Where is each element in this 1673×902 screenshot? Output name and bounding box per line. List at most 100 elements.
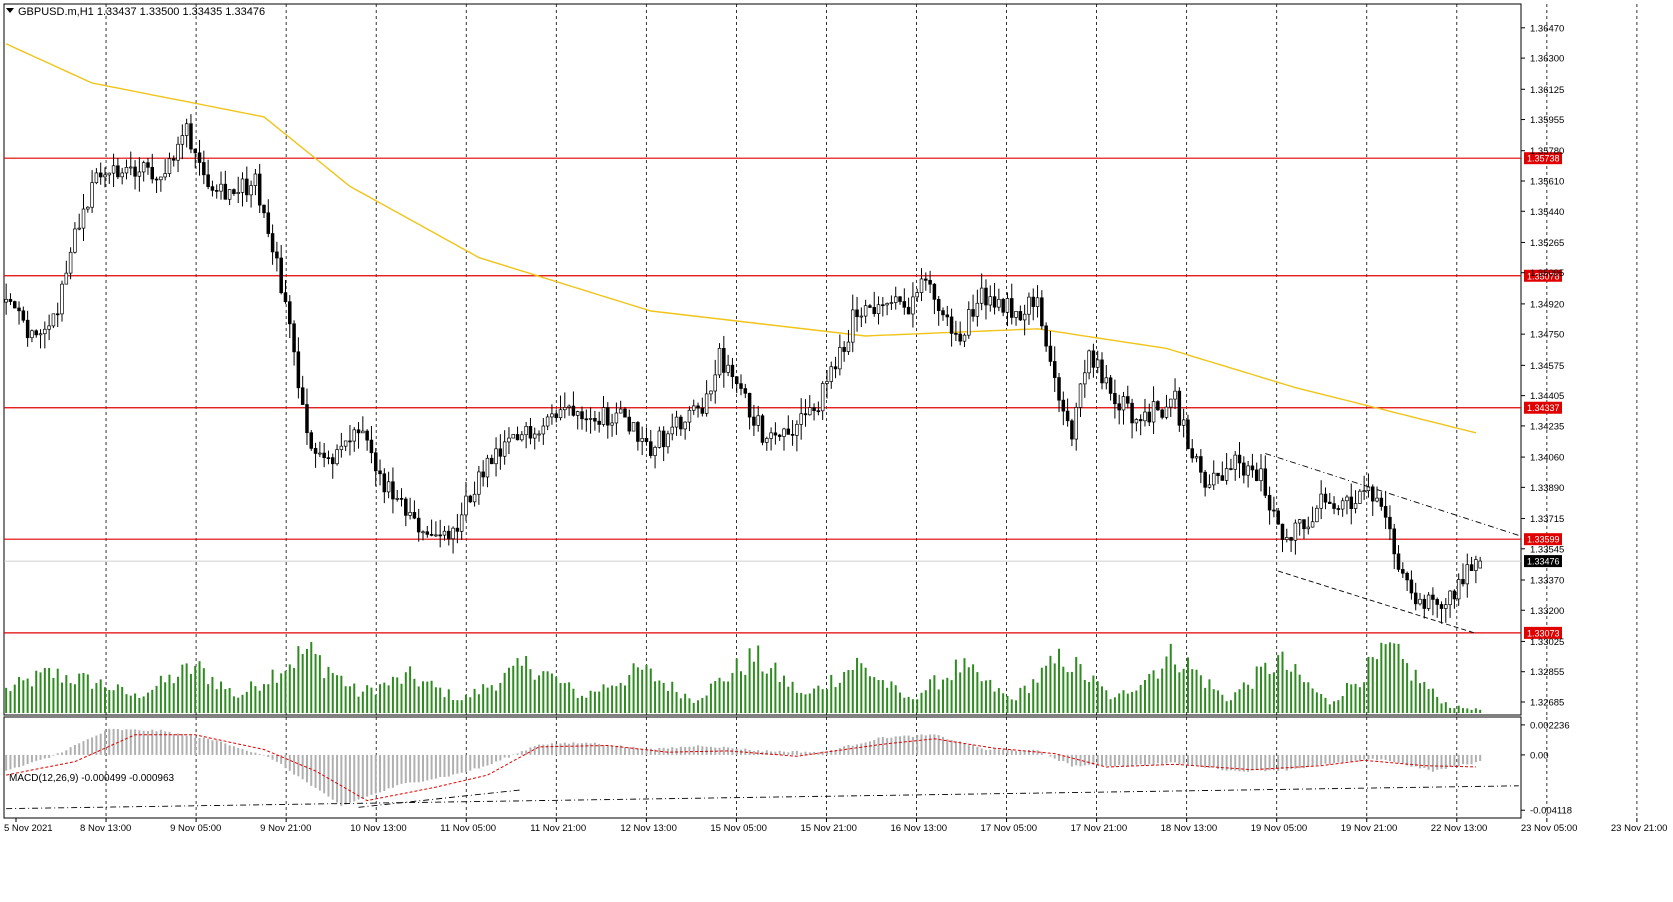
candle-body	[1469, 564, 1474, 571]
candle-body	[1285, 537, 1289, 540]
candle-body	[1181, 419, 1186, 426]
candle-body	[1246, 465, 1250, 476]
candle-body	[941, 310, 945, 316]
candle-body	[214, 190, 219, 192]
candle-body	[1276, 510, 1280, 525]
symbol-dropdown-icon[interactable]	[6, 8, 14, 13]
current-price-label: 1.33476	[1527, 557, 1560, 567]
candle-body	[47, 325, 51, 330]
candle-body	[498, 448, 503, 457]
candle-body	[868, 305, 872, 308]
candle-body	[1272, 509, 1276, 512]
candle-body	[1018, 311, 1023, 321]
candle-body	[575, 411, 580, 416]
level-tag	[1524, 269, 1562, 282]
candle-body	[528, 426, 533, 439]
candle-body	[885, 303, 889, 306]
candle-body	[322, 452, 326, 458]
candle-body	[902, 301, 907, 308]
candle-body	[206, 174, 210, 188]
candle-body	[967, 309, 971, 336]
price-tick-label: 1.32855	[1530, 667, 1564, 678]
candle-body	[1250, 465, 1255, 471]
candle-body	[1031, 296, 1035, 307]
candle-body	[872, 307, 876, 315]
candle-body	[257, 173, 262, 206]
candle-body	[855, 309, 859, 318]
candle-body	[1237, 454, 1242, 464]
price-tick-label: 1.35095	[1530, 268, 1564, 279]
candle-body	[309, 432, 314, 449]
candle-body	[919, 278, 924, 293]
level-tag	[1524, 626, 1562, 639]
candle-body	[21, 310, 26, 321]
price-tick-label: 1.34235	[1530, 421, 1564, 432]
candle-body	[331, 457, 335, 465]
candle-body	[1169, 398, 1173, 408]
candle-body	[429, 534, 434, 536]
candle-body	[610, 422, 614, 426]
price-tick-label: 1.36125	[1530, 85, 1564, 96]
ma-line	[5, 43, 1477, 434]
candle-body	[176, 143, 180, 161]
time-tick-label: 22 Nov 13:00	[1431, 823, 1488, 834]
candle-body	[1448, 590, 1452, 606]
candle-body	[713, 374, 717, 392]
candle-body	[1190, 448, 1194, 459]
macd-trend-line	[358, 789, 522, 808]
time-axis: 5 Nov 2021 8 Nov 13:00 9 Nov 05:00 9 Nov 21…	[4, 818, 1667, 834]
candle-body	[1426, 594, 1431, 609]
price-tick-label: 1.35780	[1530, 146, 1564, 157]
candle-body	[266, 212, 271, 234]
candle-body	[614, 412, 619, 424]
candle-body	[494, 448, 498, 465]
candle-body	[1379, 497, 1384, 507]
price-tick-label: 1.34405	[1530, 391, 1564, 402]
candle-body	[932, 283, 937, 300]
candle-body	[1392, 528, 1396, 555]
candle-body	[1074, 407, 1078, 440]
main-panel-border	[3, 3, 1522, 716]
candle-body	[189, 123, 193, 150]
candle-body	[1078, 383, 1083, 408]
price-tick-label: 1.36470	[1530, 23, 1564, 34]
candle-body	[249, 185, 253, 196]
candle-body	[150, 166, 155, 180]
candle-body	[283, 292, 288, 303]
candle-body	[1121, 396, 1126, 411]
candle-body	[537, 433, 541, 436]
candle-body	[51, 313, 56, 327]
candle-body	[679, 416, 683, 430]
candle-body	[90, 182, 94, 208]
time-tick-label: 17 Nov 05:00	[981, 823, 1038, 834]
candle-body	[1340, 500, 1345, 510]
candle-body	[129, 166, 133, 169]
trend-channel	[1265, 453, 1519, 634]
candle-body	[520, 434, 524, 441]
candle-body	[1083, 372, 1087, 385]
candle-body	[958, 333, 962, 342]
candle-body	[786, 428, 791, 435]
candle-body	[1259, 468, 1263, 482]
candle-body	[988, 296, 993, 306]
candle-body	[60, 283, 64, 315]
candle-body	[481, 471, 485, 478]
candle-body	[352, 429, 356, 442]
time-tick-label: 15 Nov 21:00	[800, 823, 857, 834]
candle-body	[425, 531, 430, 535]
candle-body	[339, 445, 344, 450]
price-tick-label: 1.35610	[1530, 176, 1564, 187]
candle-body	[1211, 472, 1216, 486]
candle-body	[734, 376, 739, 384]
trend-line	[1278, 570, 1477, 634]
candle-body	[1087, 350, 1091, 374]
candle-body	[1151, 401, 1156, 423]
candle-body	[971, 309, 975, 317]
candle-body	[146, 162, 150, 168]
candle-body	[133, 166, 137, 177]
candle-body	[30, 330, 34, 339]
candle-body	[859, 315, 864, 318]
macd-title: MACD(12,26,9) -0.000499 -0.000963	[9, 773, 175, 784]
